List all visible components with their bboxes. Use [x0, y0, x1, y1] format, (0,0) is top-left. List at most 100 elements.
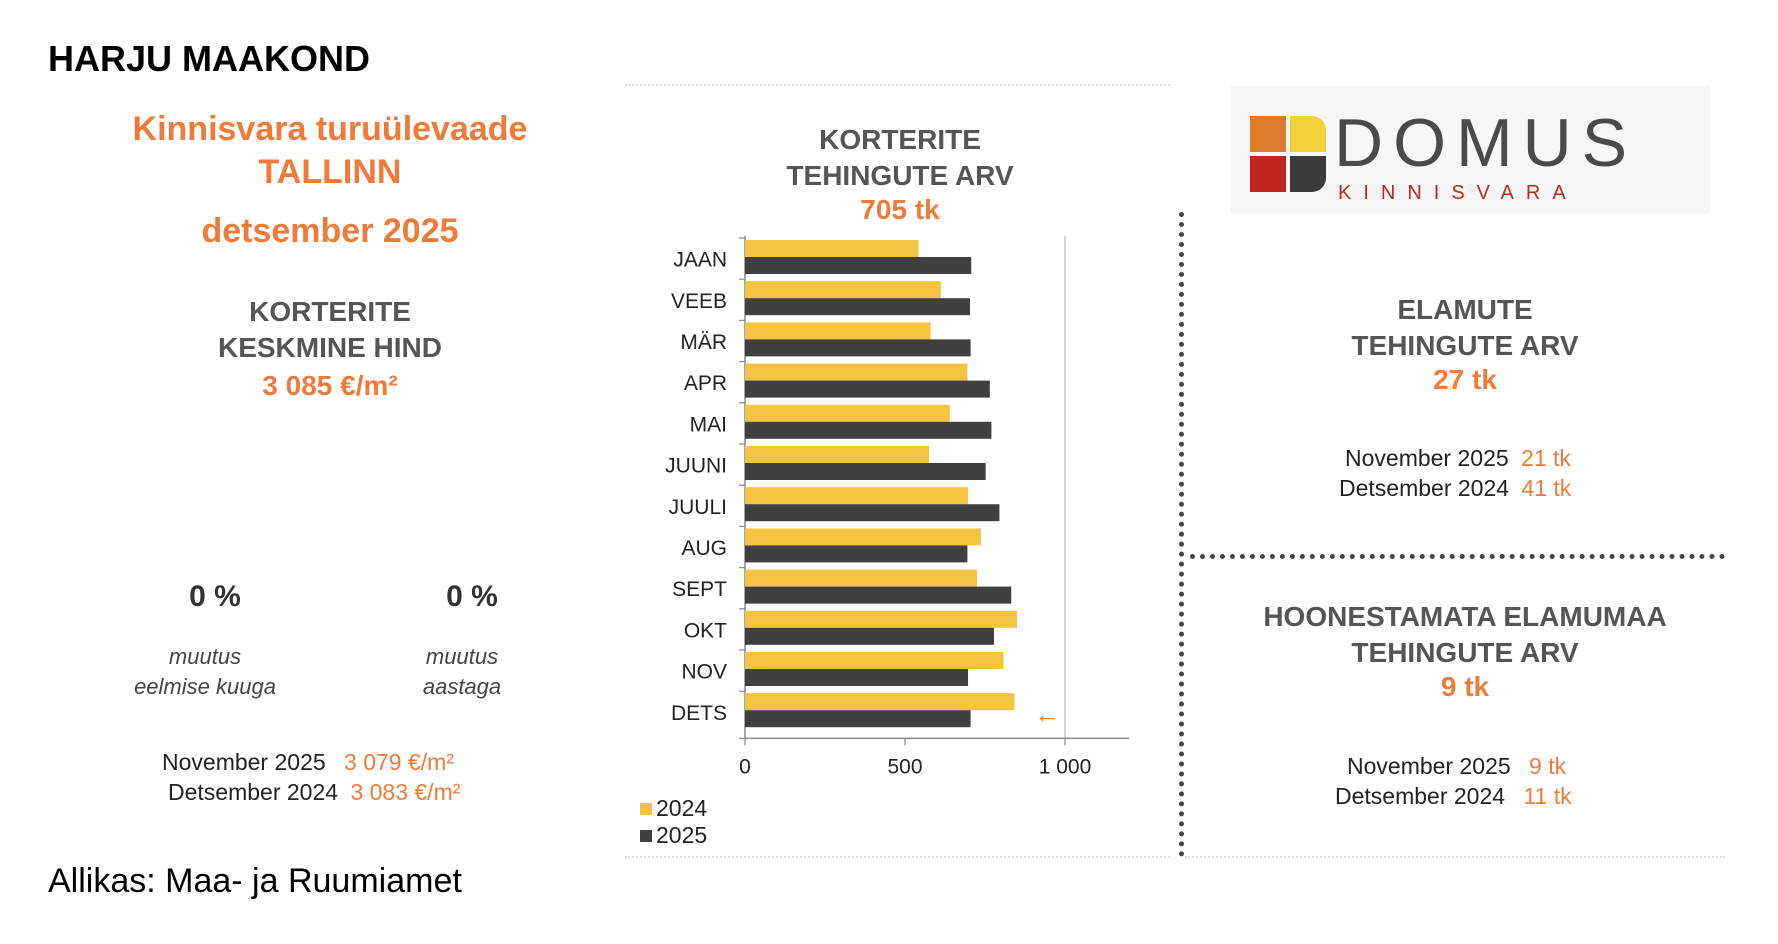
- price-title-1: KORTERITE: [249, 296, 411, 327]
- chart-total: 705 tk: [860, 194, 940, 225]
- source-note: Allikas: Maa- ja Ruumiamet: [48, 862, 462, 900]
- change-year-label: muutus aastaga: [332, 642, 592, 702]
- change-month-label-2: eelmise kuuga: [134, 674, 276, 699]
- y-tick-label: DETS: [671, 702, 727, 725]
- bar-2024-juuli: [745, 487, 969, 505]
- price-title-2: KESKMINE HIND: [217, 332, 442, 363]
- bottom-divider-left: [625, 856, 1170, 858]
- change-year-value: 0 %: [446, 580, 498, 613]
- y-tick-label: APR: [684, 372, 727, 395]
- price-block: KORTERITE KESKMINE HIND 3 085 €/m²: [130, 294, 530, 402]
- bar-2024-juuni: [745, 446, 929, 463]
- y-tick-label: MAI: [690, 413, 727, 436]
- bar-2024-apr: [745, 363, 968, 381]
- bar-2025-dets: [745, 710, 971, 728]
- logo-square-dark: [1290, 156, 1326, 192]
- price-cmp-label: November 2025: [162, 749, 326, 775]
- change-year-label-2: aastaga: [422, 674, 502, 699]
- y-tick-label: NOV: [681, 661, 727, 684]
- price-cmp-value: 3 079 €/m²: [344, 749, 454, 775]
- x-tick-label: 500: [887, 755, 922, 778]
- bar-2024-aug: [745, 528, 981, 546]
- houses-cmp-value: 41 tk: [1521, 475, 1572, 501]
- horizontal-divider: [1190, 554, 1725, 559]
- chart-title-1: KORTERITE: [819, 124, 981, 155]
- land-cmp-row: Detsember 2024 11 tk: [1335, 781, 1572, 811]
- logo-square-orange: [1250, 116, 1286, 152]
- bar-2024-mär: [745, 322, 931, 340]
- y-tick-label: OKT: [684, 619, 727, 642]
- bar-2025-veeb: [745, 298, 970, 316]
- y-tick-label: MÄR: [680, 331, 727, 354]
- legend-swatch-2025: [640, 829, 652, 842]
- change-month-value: 0 %: [189, 580, 241, 613]
- logo-name: DOMUS: [1334, 105, 1638, 181]
- bar-2024-jaan: [745, 240, 919, 257]
- houses-cmp-label: Detsember 2024: [1339, 475, 1510, 501]
- bar-2025-sept: [745, 586, 1012, 604]
- legend-item-2025: 2025: [640, 822, 707, 849]
- x-tick-label: 1 000: [1039, 755, 1092, 778]
- change-month-label: muutus eelmise kuuga: [75, 642, 335, 702]
- bar-2025-juuli: [745, 504, 1000, 522]
- bar-2024-nov: [745, 652, 1004, 669]
- houses-title-1: ELAMUTE: [1397, 294, 1533, 325]
- bar-2025-juuni: [745, 463, 986, 480]
- bar-2025-nov: [745, 669, 969, 686]
- land-cmp-label: Detsember 2024: [1335, 783, 1506, 809]
- domus-logo: DOMUS KINNISVARA: [1230, 86, 1710, 214]
- land-cmp-label: November 2025: [1347, 753, 1511, 779]
- land-cmp-value: 9 tk: [1529, 753, 1567, 779]
- land-title-1: HOONESTAMATA ELAMUMAA: [1263, 601, 1667, 632]
- chart-heading: KORTERITE TEHINGUTE ARV 705 tk: [700, 122, 1100, 226]
- period-title: detsember 2025: [201, 212, 459, 250]
- land-cmp-value: 11 tk: [1523, 783, 1572, 809]
- bar-2024-sept: [745, 569, 977, 587]
- legend-item-2024: 2024: [640, 795, 707, 822]
- top-divider: [625, 84, 1170, 86]
- logo-sub: KINNISVARA: [1338, 182, 1578, 204]
- houses-value: 27 tk: [1433, 364, 1497, 395]
- legend-swatch-2024: [640, 802, 652, 815]
- price-cmp-row: November 2025 3 079 €/m²: [162, 747, 460, 777]
- bar-2025-okt: [745, 627, 994, 645]
- logo-square-yellow: [1290, 116, 1326, 152]
- land-block: HOONESTAMATA ELAMUMAA TEHINGUTE ARV 9 tk: [1215, 599, 1715, 703]
- city-title: TALLINN: [258, 153, 402, 191]
- houses-cmp-row: Detsember 2024 41 tk: [1339, 473, 1571, 503]
- legend-label-2025: 2025: [656, 822, 708, 848]
- chart-legend: 2024 2025: [640, 795, 707, 849]
- bar-2024-mai: [745, 404, 950, 422]
- bar-2024-veeb: [745, 281, 941, 299]
- land-cmp-row: November 2025 9 tk: [1347, 751, 1572, 781]
- bar-2025-aug: [745, 545, 968, 563]
- change-month-label-1: muutus: [168, 644, 242, 669]
- land-title-2: TEHINGUTE ARV: [1351, 637, 1579, 668]
- bottom-divider-right: [1185, 856, 1725, 858]
- houses-title-2: TEHINGUTE ARV: [1351, 330, 1579, 361]
- y-tick-label: VEEB: [671, 290, 727, 313]
- dec-marker-arrow: ←: [1034, 699, 1060, 729]
- y-tick-label: SEPT: [672, 578, 727, 601]
- bar-2025-jaan: [745, 257, 972, 274]
- report-title: Kinnisvara turuülevaade: [132, 110, 528, 148]
- houses-block: ELAMUTE TEHINGUTE ARV 27 tk: [1265, 292, 1665, 396]
- x-tick-label: 0: [739, 755, 751, 778]
- y-tick-label: AUG: [681, 537, 727, 560]
- bar-2025-mai: [745, 421, 992, 439]
- y-tick-label: JAAN: [673, 249, 727, 272]
- price-cmp-row: Detsember 2024 3 083 €/m²: [168, 777, 460, 807]
- houses-cmp-label: November 2025: [1345, 445, 1509, 471]
- logo-square-red: [1250, 156, 1286, 192]
- price-cmp-value: 3 083 €/m²: [350, 779, 461, 805]
- bar-2024-okt: [745, 610, 1017, 628]
- houses-cmp-row: November 2025 21 tk: [1345, 443, 1571, 473]
- land-value: 9 tk: [1440, 671, 1490, 702]
- region-title: HARJU MAAKOND: [48, 38, 370, 79]
- vertical-divider: [1179, 212, 1184, 857]
- bar-2025-mär: [745, 339, 971, 357]
- land-compare: November 2025 9 tk Detsember 2024 11 tk: [1335, 751, 1572, 811]
- legend-label-2024: 2024: [656, 795, 708, 821]
- bar-2025-apr: [745, 380, 990, 398]
